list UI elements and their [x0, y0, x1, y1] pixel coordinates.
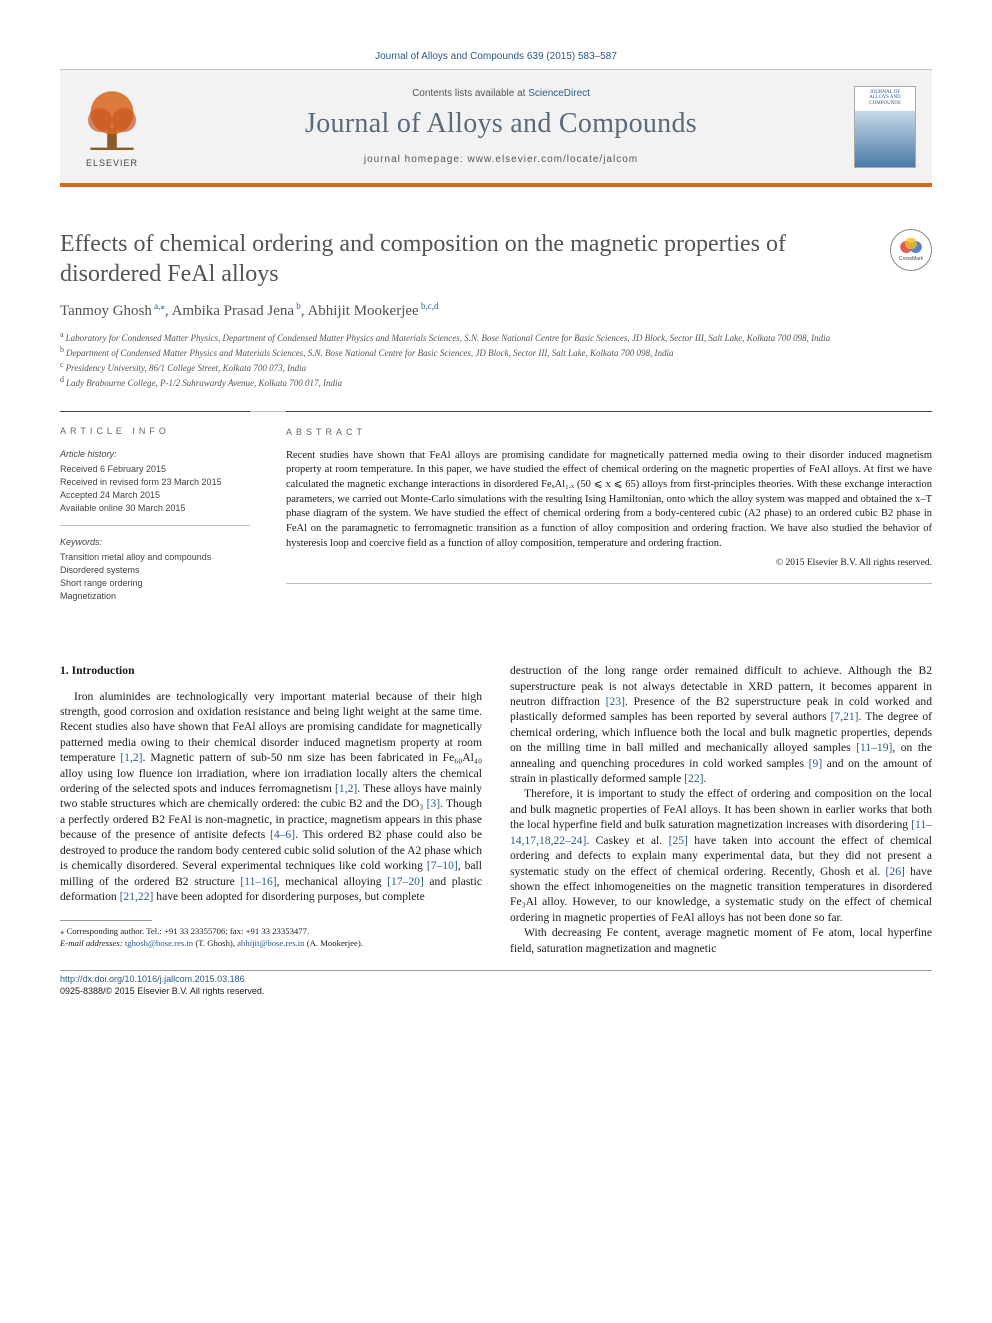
citation-ref[interactable]: [25] — [669, 834, 688, 847]
affiliation-marker: c — [60, 360, 64, 369]
affiliation: bDepartment of Condensed Matter Physics … — [60, 345, 932, 359]
crossmark-icon — [899, 238, 923, 256]
footnote-separator — [60, 920, 152, 921]
abstract-copyright: © 2015 Elsevier B.V. All rights reserved… — [286, 557, 932, 570]
history-line: Received 6 February 2015 — [60, 463, 250, 476]
affiliation-list: aLaboratory for Condensed Matter Physics… — [60, 330, 932, 390]
article-info-column: article info Article history: Received 6… — [60, 411, 250, 623]
cover-mid-text: ALLOYS AND COMPOUNDS — [869, 95, 901, 106]
contents-prefix: Contents lists available at — [412, 88, 528, 99]
author-name: Tanmoy Ghosh — [60, 303, 152, 319]
history-line: Available online 30 March 2015 — [60, 502, 250, 515]
affiliation: cPresidency University, 86/1 College Str… — [60, 360, 932, 374]
abstract-text: Recent studies have shown that FeAl allo… — [286, 449, 932, 552]
footnotes: ⁎ Corresponding author. Tel.: +91 33 233… — [60, 926, 482, 949]
journal-cover-thumb: JOURNAL OF ALLOYS AND COMPOUNDS — [854, 86, 916, 168]
history-line: Received in revised form 23 March 2015 — [60, 476, 250, 489]
article-info-heading: article info — [60, 426, 250, 438]
affiliation-marker: b — [60, 345, 64, 354]
homepage-prefix: journal homepage: — [364, 154, 468, 165]
author-list: Tanmoy Ghosh a,⁎, Ambika Prasad Jena b, … — [60, 301, 932, 322]
citation-ref[interactable]: [7,21] — [831, 710, 859, 723]
author-name: Ambika Prasad Jena — [172, 303, 294, 319]
citation-ref[interactable]: [26] — [886, 865, 905, 878]
abstract-bottom-rule — [286, 583, 932, 584]
citation-ref[interactable]: [7–10] — [427, 859, 458, 872]
keywords-label: Keywords: — [60, 536, 250, 549]
intro-paragraph-1: Iron aluminides are technologically very… — [60, 689, 482, 905]
author-affil-marker: b,c,d — [419, 301, 439, 311]
citation-ref[interactable]: [11–16] — [240, 875, 276, 888]
issn-copyright: 0925-8388/© 2015 Elsevier B.V. All right… — [60, 986, 264, 998]
keyword: Short range ordering — [60, 577, 250, 590]
keyword: Transition metal alloy and compounds — [60, 551, 250, 564]
sciencedirect-link[interactable]: ScienceDirect — [528, 88, 590, 99]
citation-ref[interactable]: [1,2] — [335, 782, 357, 795]
citation-ref[interactable]: [3] — [427, 797, 441, 810]
affiliation-marker: a — [60, 330, 64, 339]
intro-paragraph-4: With decreasing Fe content, average magn… — [510, 925, 932, 956]
journal-header: ELSEVIER Contents lists available at Sci… — [60, 69, 932, 187]
intro-paragraph-2: destruction of the long range order rema… — [510, 663, 932, 786]
history-label: Article history: — [60, 448, 250, 461]
email-label: E-mail addresses: — [60, 938, 125, 948]
crossmark-badge[interactable]: CrossMark — [890, 229, 932, 271]
cover-top-text: JOURNAL OF — [870, 90, 900, 95]
doi-link[interactable]: http://dx.doi.org/10.1016/j.jallcom.2015… — [60, 974, 264, 986]
article-title: Effects of chemical ordering and composi… — [60, 229, 878, 289]
body-columns: 1. Introduction Iron aluminides are tech… — [60, 663, 932, 956]
crossmark-label: CrossMark — [899, 256, 923, 263]
affiliation: dLady Brabourne College, P-1/2 Suhraward… — [60, 375, 932, 389]
email-link-1[interactable]: tghosh@bose.res.in — [125, 938, 193, 948]
author-affil-marker: a,⁎ — [152, 301, 165, 311]
info-abstract-row: article info Article history: Received 6… — [60, 411, 932, 623]
keywords-block: Keywords: Transition metal alloy and com… — [60, 536, 250, 613]
elsevier-tree-icon — [76, 84, 148, 156]
body-column-right: destruction of the long range order rema… — [510, 663, 932, 956]
citation-ref[interactable]: [1,2] — [120, 751, 142, 764]
homepage-url[interactable]: www.elsevier.com/locate/jalcom — [468, 154, 639, 165]
keyword: Magnetization — [60, 590, 250, 603]
email-who-1: (T. Ghosh), — [193, 938, 237, 948]
citation-ref[interactable]: [21,22] — [120, 890, 154, 903]
history-line: Accepted 24 March 2015 — [60, 489, 250, 502]
affiliation: aLaboratory for Condensed Matter Physics… — [60, 330, 932, 344]
author-name: Abhijit Mookerjee — [307, 303, 418, 319]
body-column-left: 1. Introduction Iron aluminides are tech… — [60, 663, 482, 956]
author-affil-marker: b — [294, 301, 301, 311]
footer-bar: http://dx.doi.org/10.1016/j.jallcom.2015… — [60, 970, 932, 997]
intro-paragraph-3: Therefore, it is important to study the … — [510, 786, 932, 925]
corresponding-author-note: ⁎ Corresponding author. Tel.: +91 33 233… — [60, 926, 482, 938]
citation-ref[interactable]: [11–14,17,18,22–24] — [510, 818, 932, 846]
citation-ref[interactable]: [11–19] — [856, 741, 892, 754]
title-row: Effects of chemical ordering and composi… — [60, 229, 932, 289]
citation-ref[interactable]: [9] — [809, 757, 823, 770]
publisher-name: ELSEVIER — [86, 158, 138, 170]
keyword: Disordered systems — [60, 564, 250, 577]
citation-ref[interactable]: [22] — [684, 772, 703, 785]
section-heading-intro: 1. Introduction — [60, 663, 482, 678]
article-history-block: Article history: Received 6 February 201… — [60, 448, 250, 526]
contents-available-line: Contents lists available at ScienceDirec… — [148, 87, 854, 100]
citation-ref[interactable]: [23] — [606, 695, 625, 708]
email-line: E-mail addresses: tghosh@bose.res.in (T.… — [60, 938, 482, 950]
citation-ref[interactable]: [4–6] — [270, 828, 295, 841]
abstract-column: abstract Recent studies have shown that … — [286, 411, 932, 623]
elsevier-logo: ELSEVIER — [76, 84, 148, 170]
citation-line: Journal of Alloys and Compounds 639 (201… — [60, 50, 932, 63]
affiliation-marker: d — [60, 375, 64, 384]
journal-homepage: journal homepage: www.elsevier.com/locat… — [148, 153, 854, 166]
abstract-heading: abstract — [286, 426, 932, 439]
email-link-2[interactable]: abhijit@bose.res.in — [237, 938, 304, 948]
email-who-2: (A. Mookerjee). — [305, 938, 363, 948]
citation-ref[interactable]: [17–20] — [387, 875, 424, 888]
header-center: Contents lists available at ScienceDirec… — [148, 87, 854, 165]
journal-name: Journal of Alloys and Compounds — [148, 106, 854, 142]
